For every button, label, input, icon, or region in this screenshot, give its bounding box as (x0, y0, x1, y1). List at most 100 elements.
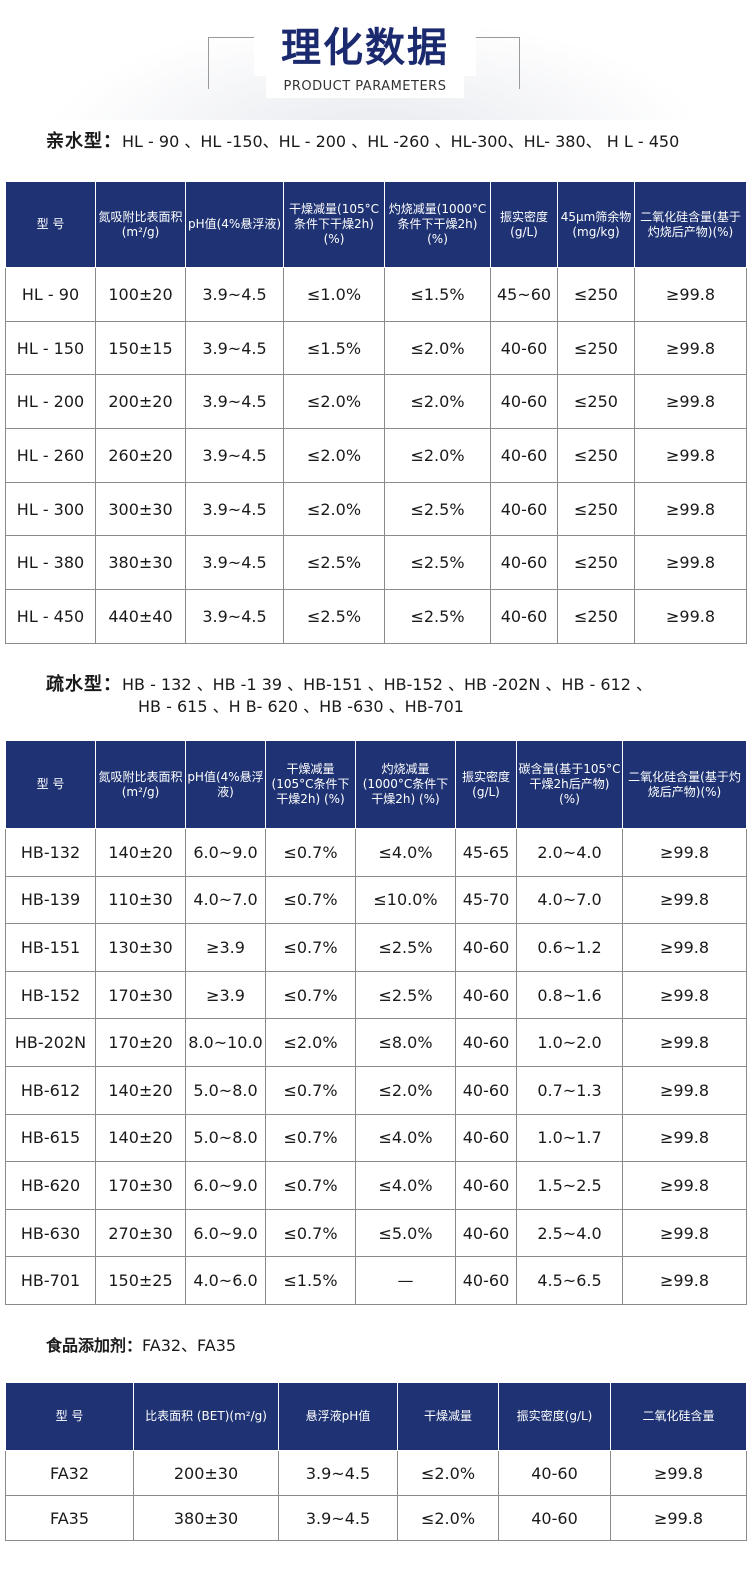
food-additive-value-cell: 3.9~4.5 (278, 1450, 398, 1496)
hydrophobic-table-row: HB-630 270±30 6.0~9.0 ≤0.7% ≤5.0% 40-60 2.5~4.… (5, 1208, 747, 1258)
hydrophilic-column-header: 干燥减量(105°C条件下干燥2h) (%) (283, 181, 385, 268)
hydrophilic-column-header: 振实密度(g/L) (490, 181, 558, 268)
hydrophilic-model-cell: HL - 90 (5, 267, 96, 322)
hydrophobic-models-line1: HB - 132 、HB -1 39 、HB-151 、HB-152 、HB -… (122, 675, 653, 694)
food-additive-models: FA32、FA35 (142, 1336, 237, 1355)
hydrophilic-value-cell: ≤2.5% (384, 535, 491, 591)
hydrophobic-value-cell: 40-60 (455, 1065, 517, 1115)
hydrophobic-model-cell: HB-615 (5, 1113, 96, 1163)
hydrophobic-value-cell: 140±20 (95, 1113, 186, 1163)
hydrophilic-value-cell: 40-60 (490, 428, 558, 483)
hydrophobic-column-header: 灼烧减量(1000°C条件下干燥2h) (%) (355, 740, 456, 829)
page-title: 理化数据 (254, 20, 476, 76)
hydrophobic-value-cell: ≥99.8 (622, 1018, 747, 1067)
hydrophilic-value-cell: ≤2.5% (384, 589, 491, 644)
hydrophobic-table-row: HB-151 130±30 ≥3.9 ≤0.7% ≤2.5% 40-60 0.6~1.2 ≥9… (5, 923, 747, 972)
hydrophobic-column-header: 氮吸附比表面积(m²/g) (95, 740, 186, 829)
hydrophilic-table-row: HL - 450 440±40 3.9~4.5 ≤2.5% ≤2.5% 40-60 ≤250… (5, 589, 747, 644)
hydrophilic-model-cell: HL - 300 (5, 481, 96, 537)
hydrophilic-value-cell: 3.9~4.5 (185, 589, 284, 644)
hydrophobic-value-cell: ≥3.9 (185, 970, 266, 1020)
hydrophobic-value-cell: 40-60 (455, 1113, 517, 1163)
hydrophobic-column-header: pH值(4%悬浮液) (185, 740, 266, 829)
hydrophobic-table-row: HB-701 150±25 4.0~6.0 ≤1.5% —40-60 4.5~6.5 ≥99… (5, 1256, 747, 1305)
hydrophobic-value-cell: 40-60 (455, 1018, 517, 1067)
hydrophilic-value-cell: 260±20 (95, 428, 186, 483)
hydrophobic-column-header: 干燥减量(105°C条件下干燥2h) (%) (265, 740, 356, 829)
hydrophobic-value-cell: ≤4.0% (355, 828, 456, 877)
hydrophobic-value-cell: 4.5~6.5 (516, 1256, 623, 1305)
hydrophilic-value-cell: ≥99.8 (634, 320, 747, 376)
hydrophobic-model-cell: HB-152 (5, 970, 96, 1020)
hydrophobic-value-cell: 170±30 (95, 970, 186, 1020)
hydrophilic-value-cell: ≥99.8 (634, 535, 747, 591)
hydrophobic-value-cell: ≤0.7% (265, 875, 356, 925)
hydrophobic-column-header: 二氧化硅含量(基于灼烧后产物)(%) (622, 740, 747, 829)
food-additive-value-cell: ≤2.0% (397, 1450, 499, 1496)
hydrophobic-value-cell: ≥3.9 (185, 923, 266, 972)
food-additive-table-row: FA35 380±30 3.9~4.5 ≤2.0% 40-60 ≥99.8 (5, 1495, 747, 1541)
hydrophobic-value-cell: 1.5~2.5 (516, 1161, 623, 1210)
hydrophilic-value-cell: ≤2.0% (384, 374, 491, 430)
hydrophobic-value-cell: 0.7~1.3 (516, 1065, 623, 1115)
hydrophilic-value-cell: 40-60 (490, 589, 558, 644)
hydrophobic-value-cell: ≤10.0% (355, 875, 456, 925)
hydrophobic-value-cell: 2.0~4.0 (516, 828, 623, 877)
hydrophilic-value-cell: ≤2.0% (384, 428, 491, 483)
hydrophobic-table-row: HB-620 170±30 6.0~9.0 ≤0.7% ≤4.0% 40-60 1.5~2.… (5, 1161, 747, 1210)
hydrophilic-value-cell: 150±15 (95, 320, 186, 376)
hydrophilic-table-row: HL - 200 200±20 3.9~4.5 ≤2.0% ≤2.0% 40-60 ≤250… (5, 374, 747, 430)
hydrophilic-value-cell: 440±40 (95, 589, 186, 644)
hydrophilic-value-cell: 3.9~4.5 (185, 428, 284, 483)
hydrophobic-value-cell: 150±25 (95, 1256, 186, 1305)
hydrophobic-value-cell: 170±20 (95, 1018, 186, 1067)
hydrophobic-value-cell: 1.0~1.7 (516, 1113, 623, 1163)
hydrophobic-value-cell: 4.0~7.0 (185, 875, 266, 925)
hydrophobic-value-cell: 270±30 (95, 1208, 186, 1258)
hydrophilic-value-cell: ≤250 (557, 320, 635, 376)
hydrophilic-value-cell: ≤2.5% (283, 535, 385, 591)
hydrophilic-column-header: 氮吸附比表面积(m²/g) (95, 181, 186, 268)
hydrophilic-table-row: HL - 260 260±20 3.9~4.5 ≤2.0% ≤2.0% 40-60 ≤250… (5, 428, 747, 483)
hydrophobic-value-cell: ≤2.5% (355, 923, 456, 972)
hydrophobic-table-row: HB-202N 170±20 8.0~10.0 ≤2.0% ≤8.0% 40-60 1.0~… (5, 1018, 747, 1067)
food-additive-column-header: 型 号 (5, 1382, 134, 1451)
hydrophobic-value-cell: ≥99.8 (622, 828, 747, 877)
hydrophobic-model-cell: HB-132 (5, 828, 96, 877)
hydrophilic-value-cell: 40-60 (490, 374, 558, 430)
hydrophobic-value-cell: 1.0~2.0 (516, 1018, 623, 1067)
hydrophilic-value-cell: ≤2.0% (283, 428, 385, 483)
food-additive-value-cell: 200±30 (133, 1450, 279, 1496)
hydrophilic-value-cell: 40-60 (490, 535, 558, 591)
food-additive-value-cell: 40-60 (498, 1450, 611, 1496)
hydrophobic-value-cell: ≤2.5% (355, 970, 456, 1020)
hydrophobic-value-cell: ≥99.8 (622, 1065, 747, 1115)
hydrophilic-value-cell: ≤2.0% (384, 320, 491, 376)
hydrophobic-value-cell: ≤2.0% (265, 1018, 356, 1067)
hydrophilic-column-header: pH值(4%悬浮液) (185, 181, 284, 268)
hydrophobic-value-cell: 40-60 (455, 1208, 517, 1258)
hydrophobic-value-cell: 4.0~7.0 (516, 875, 623, 925)
hydrophobic-column-header: 振实密度(g/L) (455, 740, 517, 829)
food-additive-column-header: 悬浮液pH值 (278, 1382, 398, 1451)
hydrophobic-value-cell: ≥99.8 (622, 970, 747, 1020)
hydrophobic-value-cell: ≥99.8 (622, 923, 747, 972)
hydrophobic-value-cell: 5.0~8.0 (185, 1065, 266, 1115)
food-additive-column-header: 振实密度(g/L) (498, 1382, 611, 1451)
food-additive-column-header: 比表面积 (BET)(m²/g) (133, 1382, 279, 1451)
hydrophilic-value-cell: ≥99.8 (634, 267, 747, 322)
food-additive-heading: 食品添加剂：FA32、FA35 (46, 1335, 236, 1357)
hydrophilic-table: 型 号氮吸附比表面积(m²/g) pH值(4%悬浮液) 干燥减量(105°C条件下干… (5, 181, 747, 644)
hydrophobic-value-cell: 40-60 (455, 923, 517, 972)
hydrophobic-value-cell: ≤0.7% (265, 1065, 356, 1115)
hydrophobic-value-cell: 4.0~6.0 (185, 1256, 266, 1305)
hydrophobic-value-cell: ≥99.8 (622, 1208, 747, 1258)
hydrophobic-table-row: HB-152 170±30 ≥3.9 ≤0.7% ≤2.5% 40-60 0.8~1.6 ≥9… (5, 970, 747, 1020)
hydrophobic-table-row: HB-612 140±20 5.0~8.0 ≤0.7% ≤2.0% 40-60 0.7~1.… (5, 1065, 747, 1115)
hydrophilic-value-cell: ≤1.5% (384, 267, 491, 322)
hydrophilic-value-cell: ≥99.8 (634, 428, 747, 483)
hydrophilic-value-cell: ≤1.0% (283, 267, 385, 322)
food-additive-column-header: 干燥减量 (397, 1382, 499, 1451)
hydrophilic-model-cell: HL - 260 (5, 428, 96, 483)
hydrophobic-value-cell: ≤8.0% (355, 1018, 456, 1067)
